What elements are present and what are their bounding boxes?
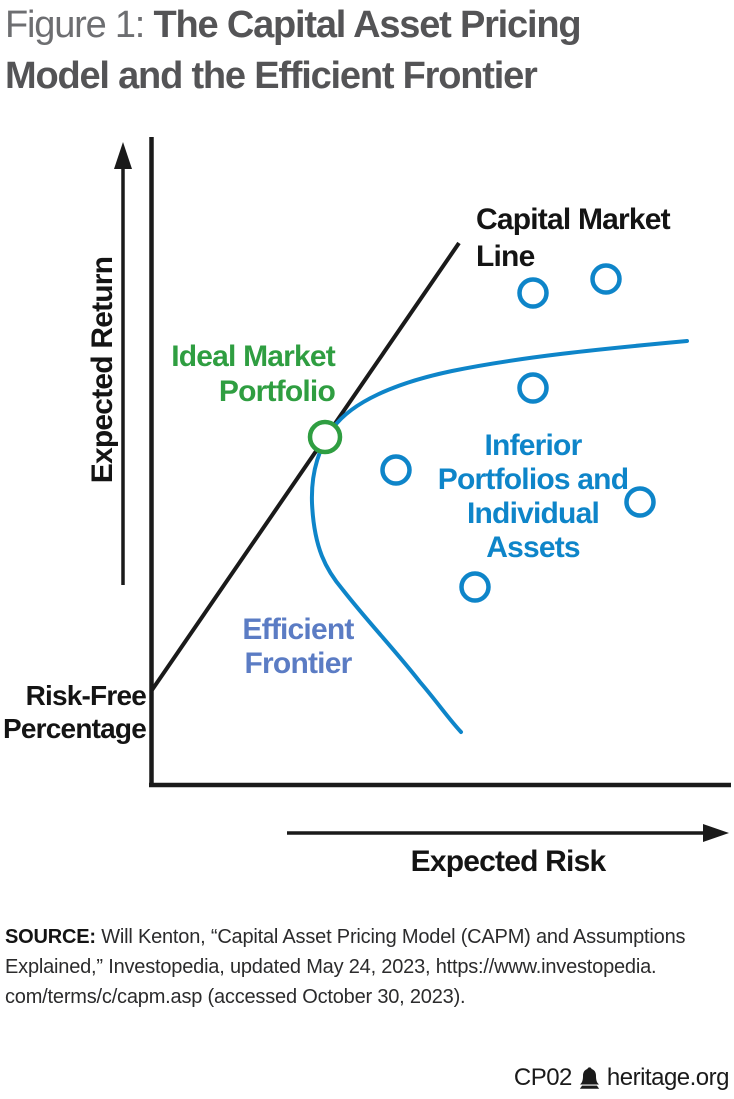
ideal-market-portfolio-label-line2: Portfolio (218, 375, 336, 408)
risk-free-percentage-label: Risk-Free Percentage (0, 679, 147, 745)
source-note: SOURCE: Will Kenton, “Capital Asset Pric… (5, 922, 731, 1012)
chart-code: CP02 (513, 1064, 573, 1091)
source-line-3: com/terms/c/capm.asp (accessed October 3… (5, 986, 466, 1008)
figure-title: Figure 1: The Capital Asset Pricing Mode… (5, 0, 582, 102)
asset-point-5 (624, 486, 656, 518)
inferior-portfolios-label-line3: Individual (466, 497, 600, 530)
title-line-1-text: The Capital Asset Pricing (153, 4, 582, 46)
inferior-portfolios-label-line1: Inferior (484, 429, 583, 462)
asset-point-4 (380, 454, 412, 486)
heritage-bell-icon (579, 1066, 600, 1089)
figure-number-label: Figure 1: (5, 4, 145, 46)
y-arrow-head (114, 142, 132, 169)
footer: CP02 heritage.org (513, 1064, 730, 1092)
ideal-market-portfolio-point (307, 419, 343, 455)
source-line-2: Explained,” Investopedia, updated May 24… (5, 956, 657, 978)
title-line-1: Figure 1: The Capital Asset Pricing (5, 0, 582, 51)
efficient-frontier-label-line1: Efficient (242, 613, 354, 646)
capital-market-line-label-line2: Line (476, 240, 535, 273)
inferior-portfolios-label: Inferior Portfolios and Individual Asset… (437, 429, 629, 565)
ideal-market-portfolio-label: Ideal Market Portfolio (105, 339, 336, 409)
capital-market-line-label: Capital Market Line (476, 201, 671, 275)
x-axis-label: Expected Risk (410, 845, 607, 878)
site-name: heritage.org (606, 1064, 730, 1091)
risk-free-percentage-label-line1: Risk-Free (25, 680, 147, 711)
ideal-market-portfolio-label-line1: Ideal Market (171, 340, 336, 373)
asset-point-2 (590, 263, 622, 295)
asset-point-1 (517, 277, 549, 309)
inferior-portfolios-label-line4: Assets (486, 531, 580, 564)
capital-market-line-label-line1: Capital Market (476, 203, 671, 236)
efficient-frontier-label: Efficient Frontier (242, 613, 354, 681)
asset-point-6 (459, 571, 491, 603)
efficient-frontier-curve (309, 339, 689, 734)
risk-free-percentage-label-line2: Percentage (3, 713, 147, 744)
inferior-portfolios-label-line2: Portfolios and (437, 463, 629, 496)
title-line-2: Model and the Efficient Frontier (5, 55, 538, 97)
efficient-frontier-label-line2: Frontier (244, 647, 353, 680)
source-label: SOURCE: (5, 926, 96, 948)
capital-market-line (150, 241, 461, 692)
x-arrow-head (703, 824, 729, 842)
source-line-1: Will Kenton, “Capital Asset Pricing Mode… (101, 926, 686, 948)
asset-point-3 (517, 372, 549, 404)
